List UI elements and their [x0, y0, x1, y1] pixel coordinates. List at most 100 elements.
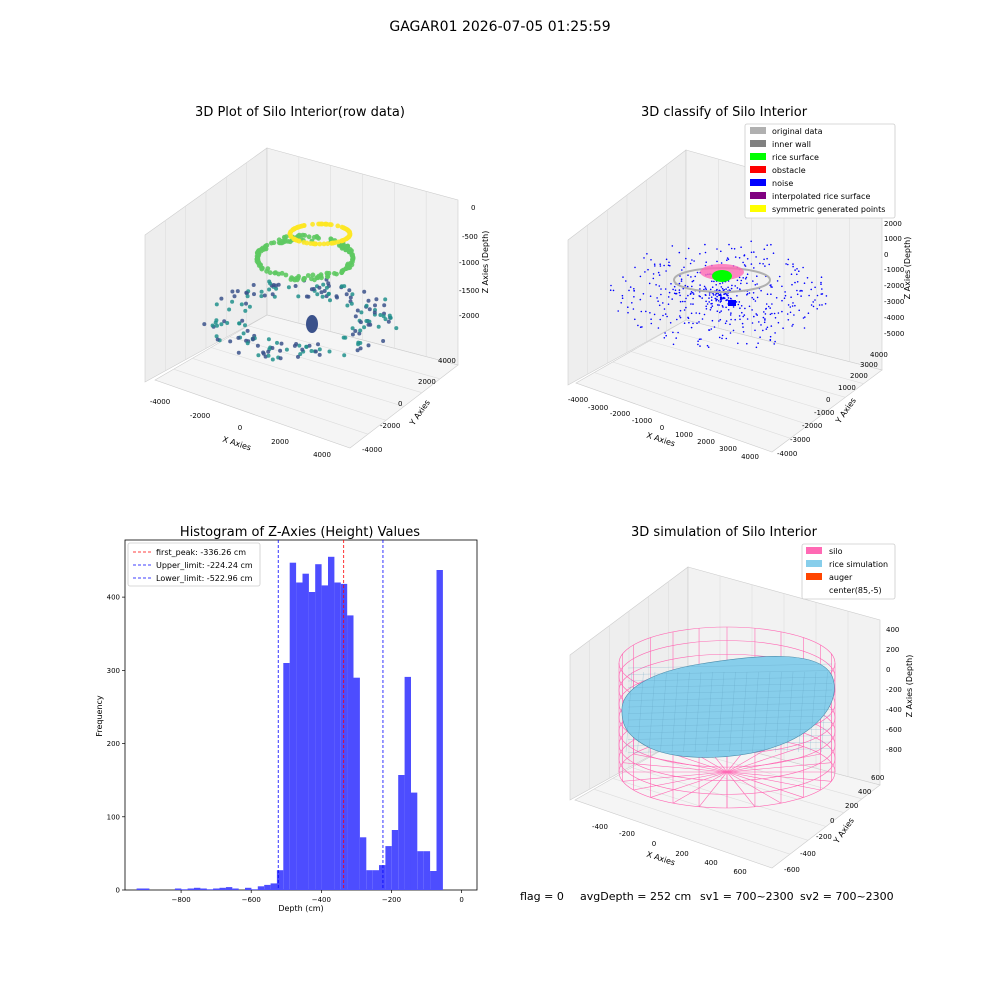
sim-ytick: -200	[816, 833, 832, 841]
point	[235, 289, 240, 294]
mesh-line	[786, 671, 794, 753]
histogram-bar	[385, 846, 392, 890]
noise-point	[793, 314, 795, 316]
point	[348, 295, 353, 300]
noise-point	[720, 262, 723, 264]
classify-ytick: 3000	[860, 361, 878, 369]
noise-point	[732, 329, 735, 332]
noise-point	[771, 312, 773, 315]
noise-point	[734, 285, 736, 287]
noise-point	[714, 294, 717, 296]
noise-point	[801, 290, 803, 292]
point	[267, 270, 273, 276]
noise-point	[609, 289, 612, 292]
histogram-bar	[410, 792, 418, 890]
noise-point	[782, 327, 784, 330]
noise-point	[719, 293, 722, 296]
point	[322, 289, 327, 293]
histogram-bar	[391, 830, 399, 890]
noise-point	[672, 343, 675, 346]
point	[373, 303, 377, 308]
noise-point	[744, 307, 746, 310]
noise-point	[657, 327, 660, 329]
legend-swatch	[750, 192, 766, 199]
point	[256, 248, 262, 254]
noise-point	[703, 285, 706, 288]
point	[266, 337, 271, 342]
point	[307, 343, 312, 348]
noise-point	[715, 299, 717, 302]
point	[240, 318, 245, 323]
histogram-bar	[276, 870, 284, 890]
histogram-bar	[353, 677, 360, 890]
noise-point	[656, 297, 658, 299]
noise-point	[710, 328, 713, 330]
noise-point	[654, 265, 656, 267]
point	[317, 241, 323, 247]
noise-point	[783, 297, 786, 300]
noise-point	[663, 337, 666, 339]
noise-point	[658, 285, 661, 287]
noise-point	[787, 319, 790, 321]
sim-ytick: -600	[784, 866, 800, 874]
point	[271, 240, 277, 246]
noise-point	[621, 297, 624, 300]
noise-point	[631, 302, 633, 304]
noise-point	[706, 303, 709, 305]
x-tick-label: −400	[312, 896, 331, 904]
raw-ylabel: Y Axies	[407, 398, 432, 428]
noise-point	[736, 279, 739, 282]
noise-point	[715, 284, 717, 286]
grid-line	[649, 340, 846, 398]
noise-point	[716, 295, 718, 298]
noise-point	[818, 304, 821, 306]
noise-point	[820, 281, 822, 284]
raw-ztick: -500	[462, 233, 478, 241]
noise-point	[816, 308, 818, 310]
sim-xtick: 0	[652, 840, 656, 848]
figure-title: GAGAR01 2026-07-05 01:25:59	[389, 19, 610, 35]
classify-xtick: 3000	[719, 445, 737, 453]
noise-point	[814, 286, 816, 289]
sim-ylabel: Y Axies	[831, 816, 856, 846]
histogram-bar	[334, 582, 341, 890]
point	[344, 245, 350, 250]
noise-point	[770, 243, 772, 246]
noise-point	[683, 309, 686, 311]
noise-point	[803, 282, 806, 285]
histogram-bar	[315, 564, 322, 890]
noise-point	[740, 305, 743, 307]
point	[320, 294, 325, 299]
histogram-bar	[225, 887, 233, 890]
noise-point	[653, 313, 656, 316]
point	[386, 319, 391, 324]
grid-line	[630, 351, 828, 412]
noise-point	[750, 240, 752, 243]
histogram-bar	[143, 888, 150, 890]
noise-point	[752, 292, 755, 294]
noise-point	[699, 288, 701, 290]
noise-point	[726, 259, 728, 262]
noise-point	[612, 289, 615, 292]
noise-point	[798, 309, 800, 312]
legend-label: noise	[772, 179, 793, 188]
silo-spoke	[633, 771, 728, 791]
point	[311, 287, 316, 291]
silo-spoke	[622, 771, 728, 782]
classify-xtick: 4000	[741, 453, 759, 461]
noise-point	[725, 337, 728, 340]
point	[346, 233, 352, 239]
silo-spoke	[650, 771, 728, 798]
point	[276, 271, 281, 277]
noise-point	[777, 312, 780, 314]
noise-point	[796, 293, 799, 296]
point	[345, 261, 351, 267]
histogram-bar	[404, 676, 411, 890]
classify-ztick: 0	[884, 251, 888, 259]
noise-point	[692, 322, 694, 325]
point	[256, 353, 261, 358]
noise-point	[652, 277, 655, 280]
classify-xtick: -1000	[632, 417, 652, 425]
point	[312, 241, 317, 247]
point	[210, 323, 215, 328]
